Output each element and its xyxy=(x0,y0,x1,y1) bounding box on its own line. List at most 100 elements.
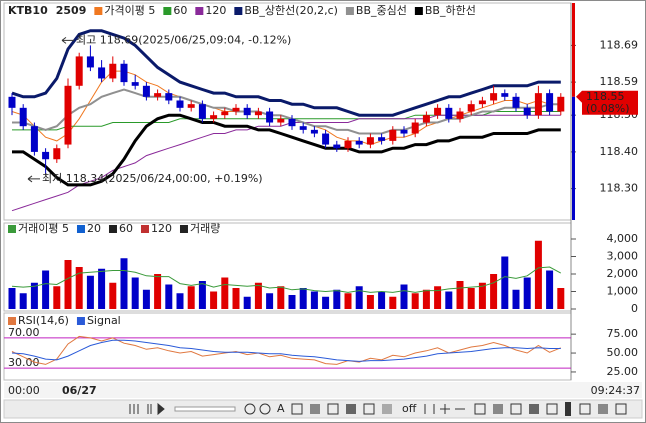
candle-body xyxy=(254,111,262,116)
volume-bar xyxy=(266,293,274,309)
series-line xyxy=(12,88,561,135)
volume-bar xyxy=(378,291,386,309)
toolbar-tool[interactable] xyxy=(579,403,591,415)
volume-bar xyxy=(322,296,330,309)
y-tick-label: 50.00 xyxy=(607,346,639,359)
volume-bar xyxy=(546,270,554,309)
candle-body xyxy=(8,96,16,108)
y-tick-label: 4,000 xyxy=(607,232,639,245)
toolbar-tool[interactable] xyxy=(382,404,392,414)
legend-swatch xyxy=(76,317,85,325)
legend-entry: BB_하한선 xyxy=(425,3,476,17)
candle-body xyxy=(221,111,229,116)
volume-bar xyxy=(254,282,262,309)
toolbar-tool[interactable] xyxy=(474,403,486,415)
y-tick-label: 75.00 xyxy=(607,327,639,340)
toolbar-tool[interactable] xyxy=(598,404,608,414)
volume-bar xyxy=(445,291,453,309)
toolbar-tool[interactable] xyxy=(327,403,339,415)
candle-body xyxy=(490,93,498,101)
candle-body xyxy=(277,118,285,123)
y-tick-label: 3,000 xyxy=(607,250,639,263)
volume-bar xyxy=(187,286,195,309)
candle-body xyxy=(322,133,330,145)
candle-body xyxy=(344,140,352,149)
candle-body xyxy=(288,118,296,127)
toolbar-tool[interactable] xyxy=(546,403,558,415)
candle-body xyxy=(176,100,184,108)
volume-bar xyxy=(389,296,397,309)
volume-bar xyxy=(344,293,352,309)
legend-swatch xyxy=(179,225,188,233)
toolbar-misc[interactable] xyxy=(424,404,465,414)
volume-bar xyxy=(98,268,106,309)
legend-swatch xyxy=(234,7,243,15)
y-tick-label: 118.59 xyxy=(600,75,639,88)
toolbar-tool[interactable] xyxy=(363,403,375,415)
legend-entry: RSI(14,6) xyxy=(18,314,69,327)
toolbar-tool[interactable] xyxy=(615,403,627,415)
volume-bar xyxy=(310,291,318,309)
toolbar-tool[interactable] xyxy=(493,404,503,414)
toolbar-slider[interactable] xyxy=(174,406,236,412)
volume-bar xyxy=(86,275,94,309)
volume-bar xyxy=(288,295,296,309)
candle-body xyxy=(243,107,251,116)
candle-body xyxy=(478,100,486,105)
candle-body xyxy=(64,85,72,145)
legend-entry: BB_중심선 xyxy=(356,4,407,17)
toolbar-tool[interactable] xyxy=(510,403,522,415)
candle-body xyxy=(299,126,307,130)
candle-body xyxy=(534,93,542,116)
legend-entry: 거래이평 5 xyxy=(18,222,69,235)
legend-entry: 120 xyxy=(205,4,226,17)
legend-entry: Signal xyxy=(87,314,121,327)
y-tick-label: 25.00 xyxy=(607,365,639,378)
volume-bar xyxy=(333,289,341,309)
volume-bar xyxy=(422,289,430,309)
annotation: 최저 118.34(2025/06/24,00:00, +0.19%) xyxy=(42,172,263,185)
y-tick-label: 118.69 xyxy=(600,38,639,51)
toolbar-tool[interactable] xyxy=(291,403,303,415)
toolbar-play[interactable] xyxy=(147,402,165,416)
volume-bar xyxy=(176,293,184,309)
volume-bar xyxy=(131,277,139,309)
candle-body xyxy=(445,107,453,119)
legend-entry: 120 xyxy=(151,222,172,235)
series-line xyxy=(11,339,561,362)
toolbar-tool[interactable] xyxy=(346,404,356,414)
annotation-arrow xyxy=(27,175,40,183)
toolbar-zoom[interactable] xyxy=(244,403,256,415)
legend-swatch xyxy=(414,7,423,15)
last-change: (0.08%) xyxy=(586,102,630,115)
volume-bar xyxy=(434,286,442,309)
toolbar-tool[interactable] xyxy=(310,404,320,414)
last-price-box xyxy=(576,90,638,115)
candle-body xyxy=(389,129,397,141)
volume-bar xyxy=(75,267,83,309)
toolbar-font[interactable]: A xyxy=(277,402,285,415)
legend-swatch xyxy=(195,7,204,15)
y-tick-label: 118.40 xyxy=(600,145,639,158)
legend-entry: 60 xyxy=(173,4,187,17)
toolbar-zoom-out[interactable] xyxy=(259,403,271,415)
toolbar-nav[interactable] xyxy=(129,404,139,414)
time-clock: 09:24:37 xyxy=(591,384,640,397)
candle-body xyxy=(467,104,475,112)
toolbar-tool[interactable] xyxy=(529,404,539,414)
y-tick-label: 118.30 xyxy=(600,182,639,195)
candle-body xyxy=(75,56,83,86)
toolbar-bg xyxy=(3,399,643,419)
volume-bar xyxy=(53,286,61,309)
toolbar-toggle[interactable]: off xyxy=(402,402,417,415)
volume-bar xyxy=(30,282,38,309)
candle-body xyxy=(400,129,408,134)
volume-bar xyxy=(490,274,498,309)
volume-bar xyxy=(557,288,565,309)
annotation-arrow xyxy=(61,36,74,44)
panels xyxy=(3,2,572,381)
legend-swatch xyxy=(8,225,16,233)
candle-body xyxy=(19,107,27,127)
toolbar-tool[interactable] xyxy=(565,402,571,416)
volume-bar xyxy=(19,293,27,309)
